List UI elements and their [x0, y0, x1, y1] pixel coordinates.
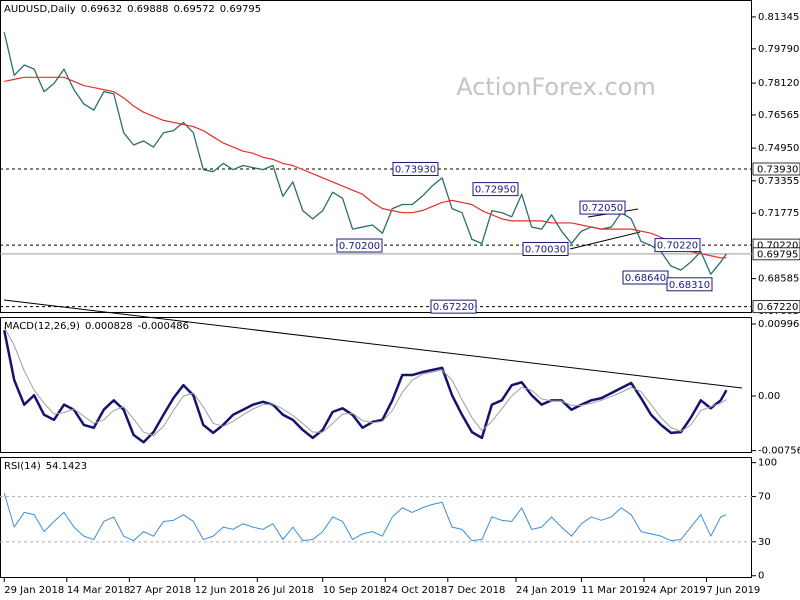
annotation-label: 0.68310 — [669, 280, 710, 291]
annotation-label: 0.70200 — [339, 241, 380, 252]
annotation-box — [654, 238, 701, 253]
trend-line — [3, 299, 743, 389]
y-tick-label: 0.76565 — [758, 110, 799, 121]
panel-title: MACD(12,26,9) — [4, 321, 80, 332]
x-tick-label: 26 Jul 2018 — [257, 585, 314, 596]
annotation-label: 0.67220 — [433, 302, 474, 313]
header-value: 0.000828 — [85, 321, 133, 332]
annotation-box — [579, 200, 626, 215]
annotation-box — [392, 162, 439, 177]
panel-header: AUDUSD,Daily 0.69632 0.69888 0.69572 0.69795 — [4, 4, 261, 15]
annotation-label: 0.70220 — [657, 241, 698, 252]
level-label: 0.73930 — [757, 165, 798, 176]
y-tick-label: 0 — [758, 571, 764, 582]
y-tick-label: 0.68585 — [758, 274, 799, 285]
level-box — [752, 300, 800, 314]
y-tick-label: 0.71775 — [758, 208, 799, 219]
panel-title: AUDUSD,Daily — [4, 4, 76, 15]
header-value: 0.69795 — [220, 4, 261, 15]
annotation-label: 0.73930 — [395, 165, 436, 176]
panel-header: RSI(14) 54.1423 — [4, 461, 87, 472]
x-tick-label: 29 Jan 2018 — [4, 585, 64, 596]
annotation-label: 0.70030 — [525, 245, 566, 256]
panel-title: RSI(14) — [4, 461, 41, 472]
header-value: 54.1423 — [46, 461, 87, 472]
y-tick-label: 70 — [758, 492, 771, 503]
y-tick-label: 0.79790 — [758, 44, 799, 55]
y-tick-label: 0.73355 — [758, 176, 799, 187]
annotation-label: 0.72050 — [582, 203, 623, 214]
series-line — [3, 32, 727, 275]
y-tick-label: 0.78120 — [758, 78, 799, 89]
level-box — [752, 247, 800, 261]
y-tick-label: 100 — [758, 458, 777, 469]
series-line — [3, 327, 727, 437]
y-tick-label: 0.009964 — [758, 319, 800, 330]
series-line — [3, 493, 727, 542]
level-label: 0.70220 — [757, 241, 798, 252]
x-tick-label: 11 Mar 2019 — [581, 585, 644, 596]
x-tick-label: 10 Sep 2018 — [323, 585, 386, 596]
y-tick-label: 0.00 — [758, 391, 780, 402]
annotation-box — [522, 242, 569, 257]
y-tick-label: 0.74950 — [758, 143, 799, 154]
x-tick-label: 27 Apr 2018 — [129, 585, 191, 596]
annotation-box — [430, 299, 477, 314]
annotation-label: 0.72950 — [475, 185, 516, 196]
level-box — [752, 162, 800, 176]
y-tick-label: 0.81345 — [758, 12, 799, 23]
annotation-box — [472, 182, 519, 197]
panel-header: MACD(12,26,9) 0.000828 -0.000486 — [4, 321, 189, 332]
trend-line — [569, 231, 641, 250]
annotation-box — [666, 277, 713, 292]
watermark: ActionForex.com — [456, 73, 656, 101]
x-tick-label: 24 Jan 2019 — [516, 585, 576, 596]
level-label: 0.69795 — [757, 249, 798, 260]
annotation-label: 0.68640 — [625, 273, 666, 284]
panel-border — [0, 457, 752, 578]
header-value: 0.69572 — [173, 4, 214, 15]
level-label: 0.67220 — [757, 302, 798, 313]
header-value: 0.69888 — [127, 4, 168, 15]
x-tick-label: 24 Oct 2018 — [385, 585, 447, 596]
x-tick-label: 7 Jun 2019 — [707, 585, 761, 596]
header-value: -0.000486 — [138, 321, 189, 332]
series-line — [3, 329, 728, 444]
x-tick-label: 24 Apr 2019 — [644, 585, 706, 596]
y-tick-label: 30 — [758, 537, 771, 548]
x-tick-label: 7 Dec 2018 — [448, 585, 506, 596]
y-tick-label: -0.00756 — [758, 446, 800, 457]
x-tick-label: 12 Jun 2018 — [195, 585, 255, 596]
panel-border — [0, 0, 752, 313]
series-line — [4, 76, 727, 259]
x-tick-label: 14 Mar 2018 — [67, 585, 130, 596]
annotation-box — [336, 238, 383, 253]
header-value: 0.69632 — [81, 4, 122, 15]
panel-border — [0, 317, 752, 453]
